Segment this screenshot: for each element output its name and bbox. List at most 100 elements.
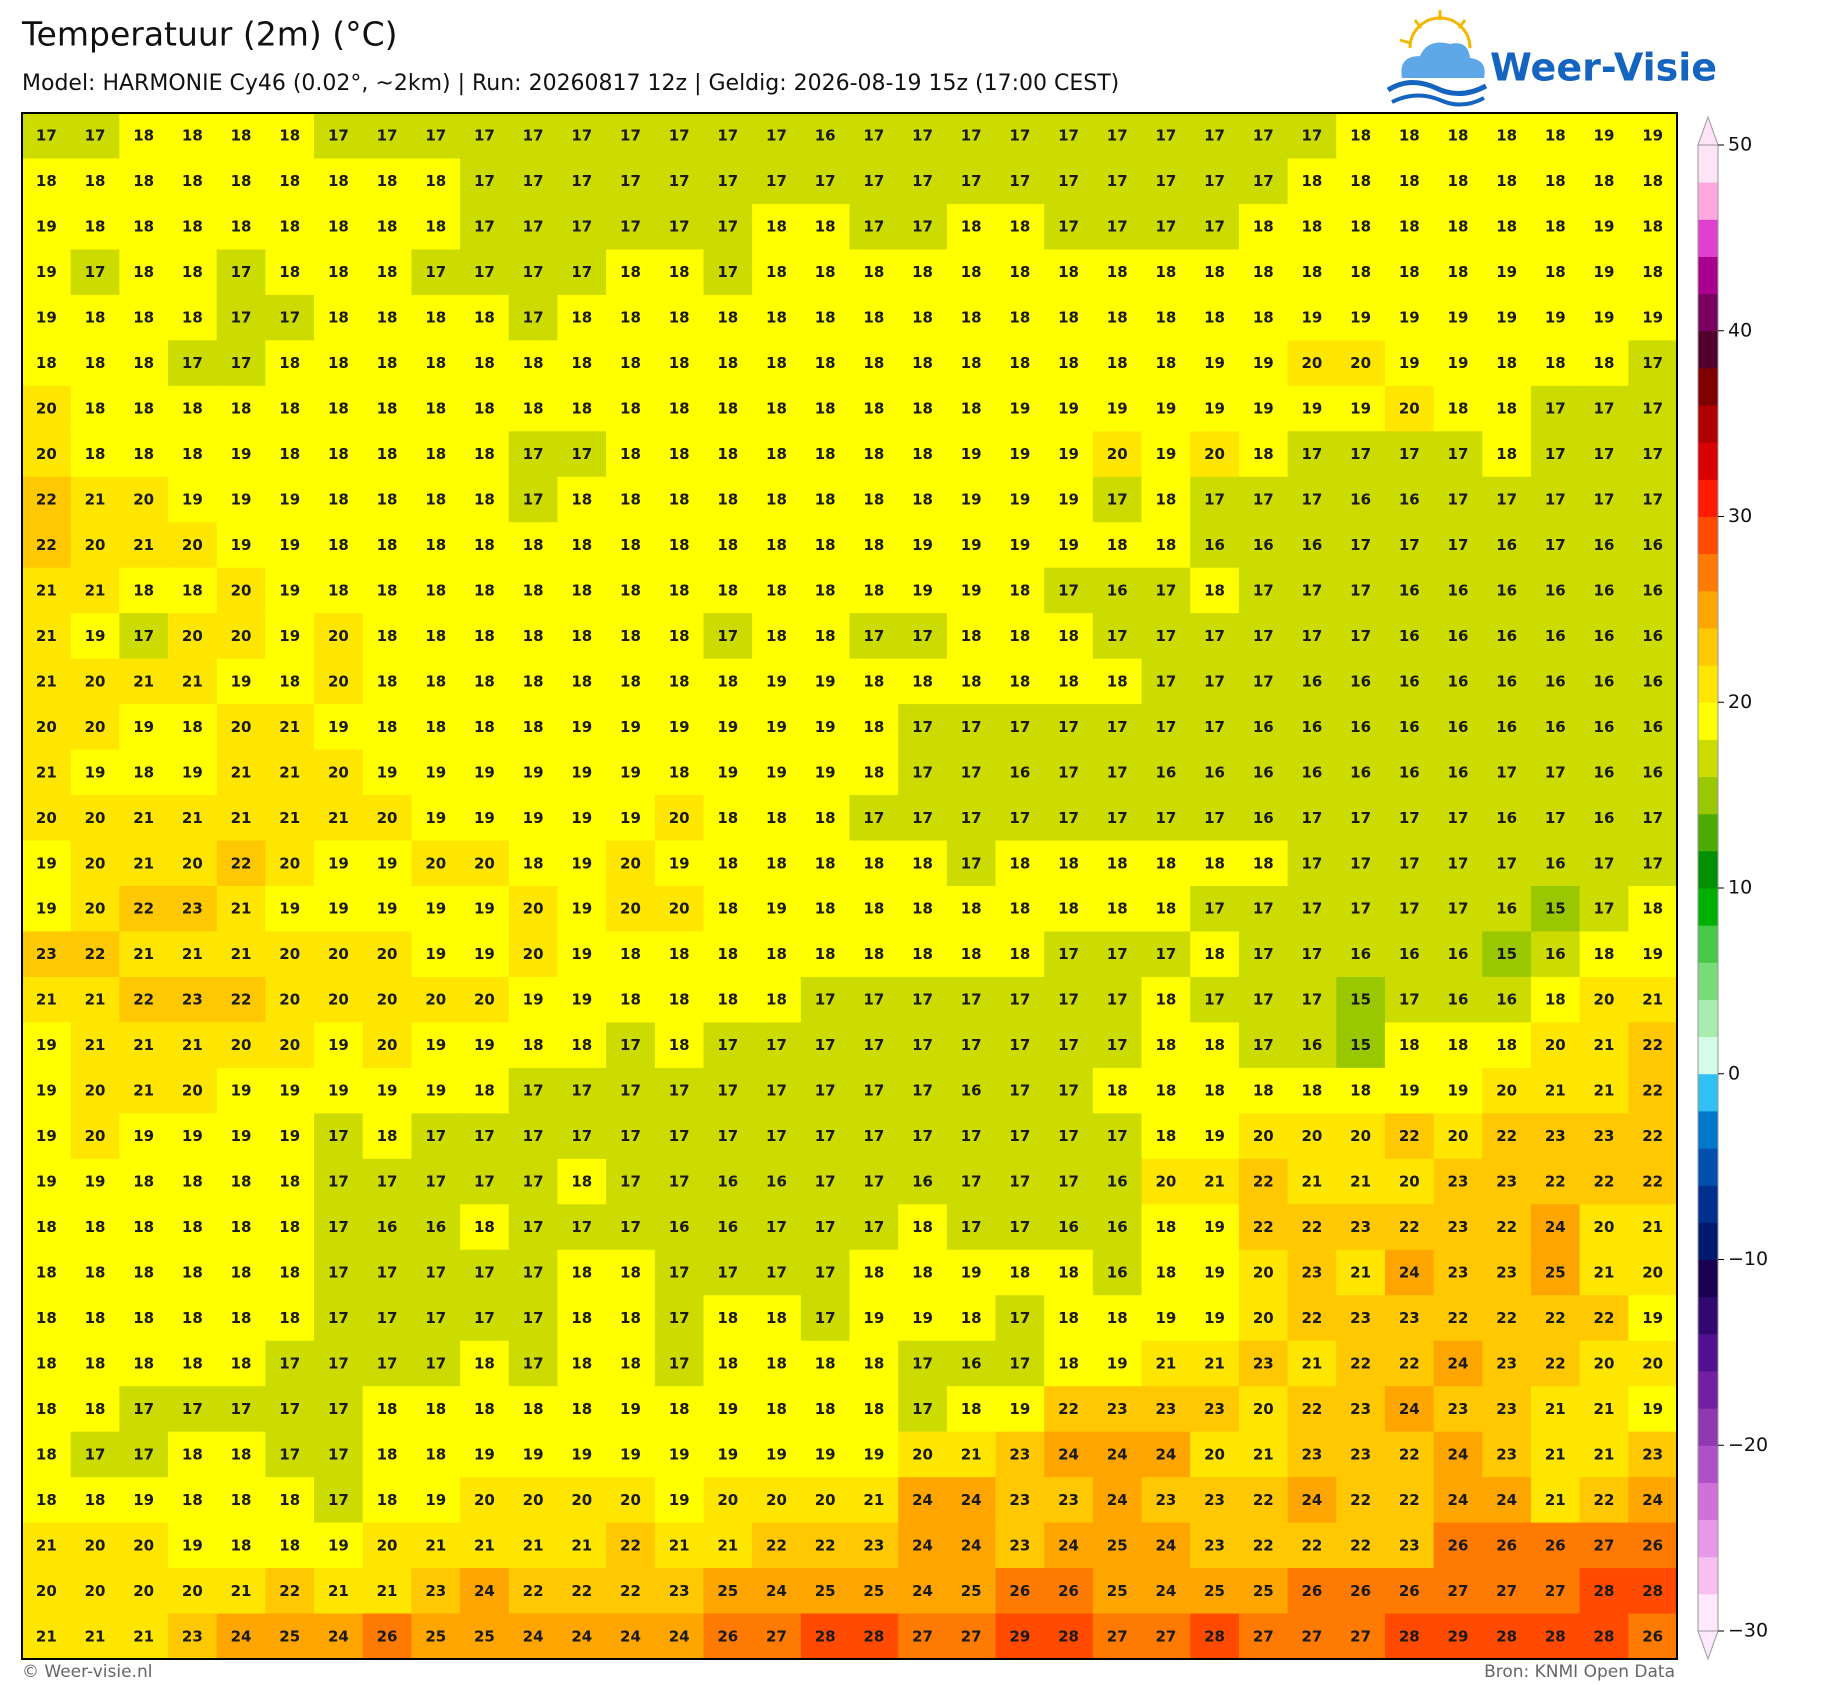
cell-label: 22 [1350, 1354, 1371, 1372]
cell-label: 18 [815, 854, 836, 872]
temperature-cell [1190, 385, 1240, 432]
temperature-cell [1628, 749, 1677, 796]
temperature-cell [22, 203, 72, 251]
cell-label: 17 [1253, 491, 1274, 509]
cell-label: 17 [669, 1309, 690, 1327]
temperature-cell [1336, 1204, 1386, 1251]
temperature-cell [995, 1295, 1045, 1342]
cell-label: 19 [182, 1127, 203, 1145]
temperature-cell [460, 1249, 510, 1296]
cell-label: 19 [36, 309, 57, 327]
cell-label: 17 [1448, 445, 1469, 463]
cell-label: 21 [36, 672, 57, 690]
temperature-cell [606, 1340, 656, 1387]
cell-label: 17 [1448, 491, 1469, 509]
cell-label: 18 [1058, 1309, 1079, 1327]
cell-label: 18 [571, 1400, 592, 1418]
temperature-cell [752, 749, 802, 796]
cell-label: 18 [231, 1445, 252, 1463]
cell-label: 21 [133, 809, 154, 827]
temperature-cell [168, 931, 218, 978]
temperature-cell [654, 976, 705, 1024]
cell-label: 23 [669, 1582, 690, 1600]
cell-label: 18 [766, 809, 787, 827]
cell-label: 18 [1399, 127, 1420, 145]
cell-label: 18 [328, 491, 349, 509]
temperature-cell [1238, 567, 1289, 614]
temperature-cell [22, 1204, 72, 1251]
temperature-cell [898, 294, 948, 341]
cell-label: 17 [1253, 900, 1274, 918]
cell-label: 18 [133, 1173, 154, 1191]
temperature-cell [508, 1113, 559, 1160]
temperature-cell [1238, 1340, 1289, 1387]
cell-label: 20 [571, 1491, 592, 1509]
temperature-cell [1628, 1477, 1677, 1524]
temperature-cell [1238, 249, 1289, 296]
cell-label: 18 [669, 581, 690, 599]
temperature-cell [1482, 1613, 1532, 1659]
temperature-cell [1530, 613, 1581, 660]
temperature-cell [995, 1386, 1045, 1433]
temperature-cell [1628, 113, 1677, 160]
cell-label: 17 [425, 1309, 446, 1327]
temperature-cell [22, 1158, 72, 1205]
cell-label: 17 [961, 1218, 982, 1236]
temperature-cell [508, 658, 559, 705]
temperature-cell [216, 1295, 266, 1342]
temperature-cell [1384, 1113, 1435, 1160]
cell-label: 19 [1204, 1264, 1225, 1282]
temperature-cell [849, 840, 899, 887]
temperature-cell [995, 704, 1045, 751]
temperature-cell [1433, 1113, 1483, 1160]
temperature-cell [508, 1022, 559, 1069]
cell-label: 19 [669, 718, 690, 736]
temperature-cell [1141, 340, 1191, 387]
temperature-cell [1530, 567, 1581, 614]
cell-label: 22 [279, 1582, 300, 1600]
subtitle: Model: HARMONIE Cy46 (0.02°, ~2km) | Run… [22, 71, 1119, 96]
temperature-cell [898, 1613, 948, 1659]
temperature-cell [1384, 385, 1435, 432]
cell-label: 17 [1301, 945, 1322, 963]
cell-label: 21 [133, 945, 154, 963]
temperature-cell [800, 476, 851, 523]
temperature-cell [508, 249, 559, 296]
temperature-cell [22, 1477, 72, 1524]
cell-label: 17 [474, 1127, 495, 1145]
temperature-cell [119, 1522, 169, 1569]
cell-label: 18 [1009, 854, 1030, 872]
cell-label: 19 [766, 900, 787, 918]
cell-label: 17 [1204, 672, 1225, 690]
cell-label: 19 [717, 718, 738, 736]
temperature-cell [1044, 249, 1094, 296]
temperature-cell [314, 658, 364, 705]
temperature-cell [1190, 795, 1240, 842]
temperature-cell [1384, 1340, 1435, 1387]
cell-label: 18 [474, 627, 495, 645]
cell-label: 20 [377, 1536, 398, 1554]
temperature-cell [119, 1067, 169, 1114]
temperature-cell [1044, 1067, 1094, 1114]
temperature-cell [70, 1340, 120, 1387]
cell-label: 18 [523, 536, 544, 554]
temperature-cell [1433, 567, 1483, 614]
cell-label: 18 [425, 672, 446, 690]
temperature-cell [411, 294, 461, 341]
temperature-cell [703, 203, 753, 251]
cell-label: 18 [717, 1309, 738, 1327]
cell-label: 24 [328, 1627, 349, 1645]
cell-label: 17 [1009, 1173, 1030, 1191]
cell-label: 18 [1155, 1218, 1176, 1236]
temperature-cell [946, 795, 997, 842]
temperature-cell [1044, 1249, 1094, 1296]
cell-label: 22 [1642, 1082, 1663, 1100]
cell-label: 18 [669, 945, 690, 963]
cell-label: 24 [1058, 1445, 1079, 1463]
cell-label: 17 [1253, 627, 1274, 645]
cell-label: 16 [1448, 991, 1469, 1009]
cell-label: 19 [279, 627, 300, 645]
temperature-cell [119, 567, 169, 614]
temperature-cell [752, 1522, 802, 1569]
cell-label: 18 [1594, 354, 1615, 372]
